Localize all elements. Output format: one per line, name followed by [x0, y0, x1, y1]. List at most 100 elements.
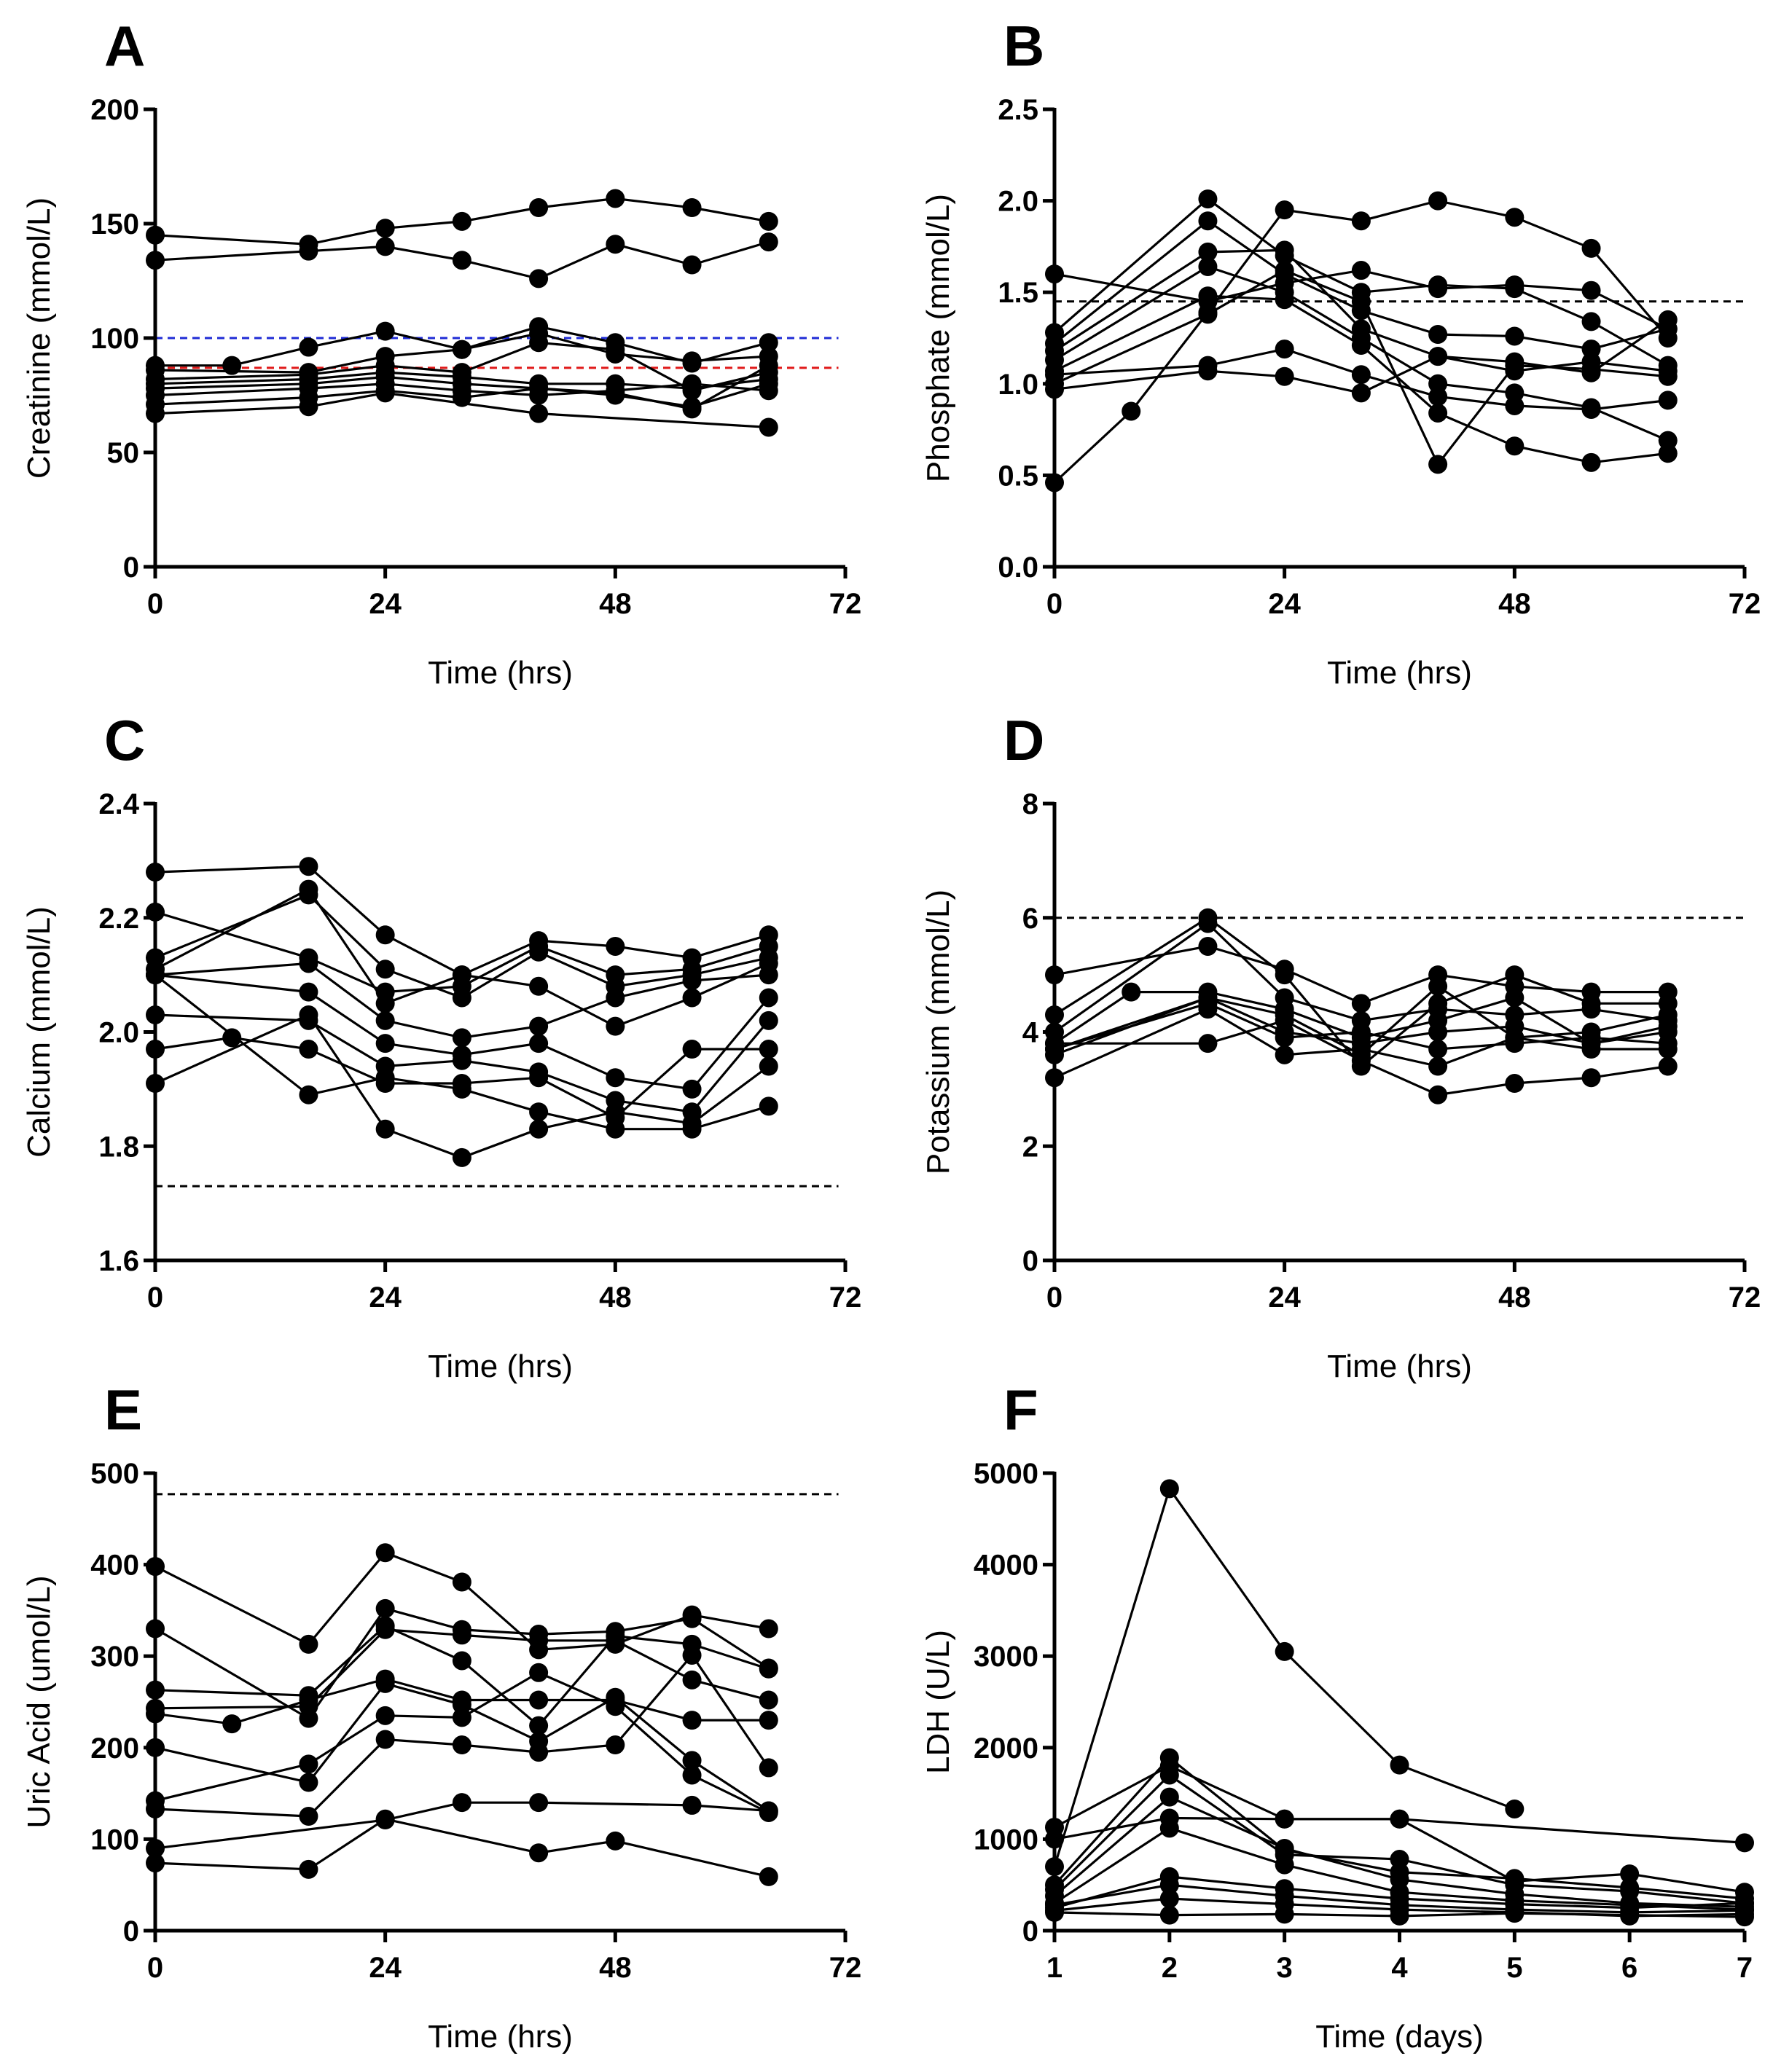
series-3 [146, 885, 778, 1008]
data-point [146, 1040, 165, 1059]
panel-label: F [1003, 1378, 1038, 1442]
series-line [154, 1013, 770, 1159]
data-point [1581, 312, 1601, 331]
series-line [154, 973, 770, 1131]
data-point [1390, 1895, 1409, 1915]
data-point [146, 1074, 165, 1094]
data-point [299, 954, 318, 973]
data-point [1658, 310, 1678, 329]
x-tick-label: 48 [1498, 1282, 1531, 1314]
series-line [154, 962, 769, 1039]
data-point [682, 970, 702, 990]
series-line [154, 1607, 770, 1720]
data-point [375, 1673, 395, 1693]
data-point [529, 1034, 549, 1053]
data-point [452, 211, 471, 231]
data-point [1159, 1765, 1179, 1785]
data-point [1428, 387, 1448, 407]
series-line [154, 1818, 770, 1878]
data-point [682, 1711, 702, 1730]
y-tick-label: 3000 [974, 1641, 1038, 1673]
data-point [1581, 1000, 1601, 1019]
data-point [299, 1040, 318, 1059]
data-point [1275, 240, 1294, 260]
data-point [375, 1598, 395, 1618]
y-tick-label: 8 [1022, 788, 1038, 820]
data-point [1159, 1889, 1179, 1909]
data-point [1351, 211, 1371, 231]
y-tick-label: 100 [90, 323, 139, 355]
data-point [529, 1102, 549, 1122]
data-point [606, 1068, 625, 1088]
data-point [1045, 365, 1064, 385]
panel-label: A [104, 14, 145, 78]
x-tick-label: 5 [1506, 1952, 1522, 1984]
data-point [682, 1119, 702, 1139]
data-point [1658, 444, 1678, 463]
x-axis-title: Time (hrs) [428, 2019, 573, 2055]
data-point [1122, 982, 1141, 1002]
data-point [682, 1609, 702, 1628]
data-point [1045, 965, 1064, 985]
series-2 [146, 902, 778, 1002]
series-line [154, 371, 769, 390]
data-point [1735, 1901, 1754, 1920]
data-point [146, 251, 165, 270]
data-point [529, 942, 549, 962]
x-axis-title: Time (days) [1315, 2019, 1484, 2055]
x-tick-label: 24 [369, 1952, 402, 1984]
data-point [1505, 1900, 1525, 1920]
series-line [1054, 916, 1668, 1068]
data-point [682, 1079, 702, 1099]
series-line [1054, 348, 1668, 411]
data-point [375, 925, 395, 945]
data-point [1735, 1833, 1754, 1853]
series-line [1054, 996, 1669, 1056]
data-point [1275, 1045, 1294, 1064]
data-point [299, 879, 318, 899]
series-10 [146, 383, 778, 437]
data-point [299, 1005, 318, 1024]
data-point [1505, 279, 1525, 299]
data-point [682, 255, 702, 275]
data-point [146, 1799, 165, 1818]
x-axis-title: Time (hrs) [428, 655, 573, 691]
data-point [222, 1028, 242, 1048]
y-tick-label: 2.5 [998, 94, 1038, 126]
data-point [375, 237, 395, 256]
data-point [759, 211, 778, 231]
x-tick-label: 48 [599, 1952, 632, 1984]
series-9 [1045, 1011, 1678, 1104]
data-point [1198, 242, 1218, 262]
data-point [1428, 1040, 1448, 1059]
data-point [1390, 1850, 1409, 1869]
panel-f: F 0 1000 2000 3000 4000 5000 1 2 3 4 5 6 7 Time (days)… [920, 1378, 1754, 2055]
y-tick-label: 1.8 [98, 1131, 139, 1163]
data-point [1428, 1056, 1448, 1076]
data-point [759, 1040, 778, 1059]
data-point [452, 965, 471, 985]
data-point [452, 1079, 471, 1099]
data-point [759, 356, 778, 375]
panel-a: A 0 50 100 150 200 0 24 48 72 Time (hrs) Creatinine… [21, 14, 861, 691]
y-tick-label: 500 [90, 1458, 139, 1490]
data-point [1428, 1022, 1448, 1042]
data-point [452, 988, 471, 1008]
data-point [759, 1096, 778, 1116]
data-point [759, 1758, 778, 1778]
data-point [1581, 352, 1601, 372]
data-point [529, 1068, 549, 1088]
data-point [1351, 1051, 1371, 1070]
x-tick-label: 0 [147, 1952, 163, 1984]
data-point [146, 1704, 165, 1724]
x-tick-label: 0 [1046, 588, 1062, 620]
data-point [146, 1619, 165, 1639]
series-line [1054, 294, 1668, 464]
data-point [222, 1714, 242, 1734]
data-point [375, 1730, 395, 1749]
y-tick-label: 2.4 [98, 788, 139, 820]
data-point [759, 1690, 778, 1710]
data-point [1428, 275, 1448, 295]
data-point [1198, 286, 1218, 306]
